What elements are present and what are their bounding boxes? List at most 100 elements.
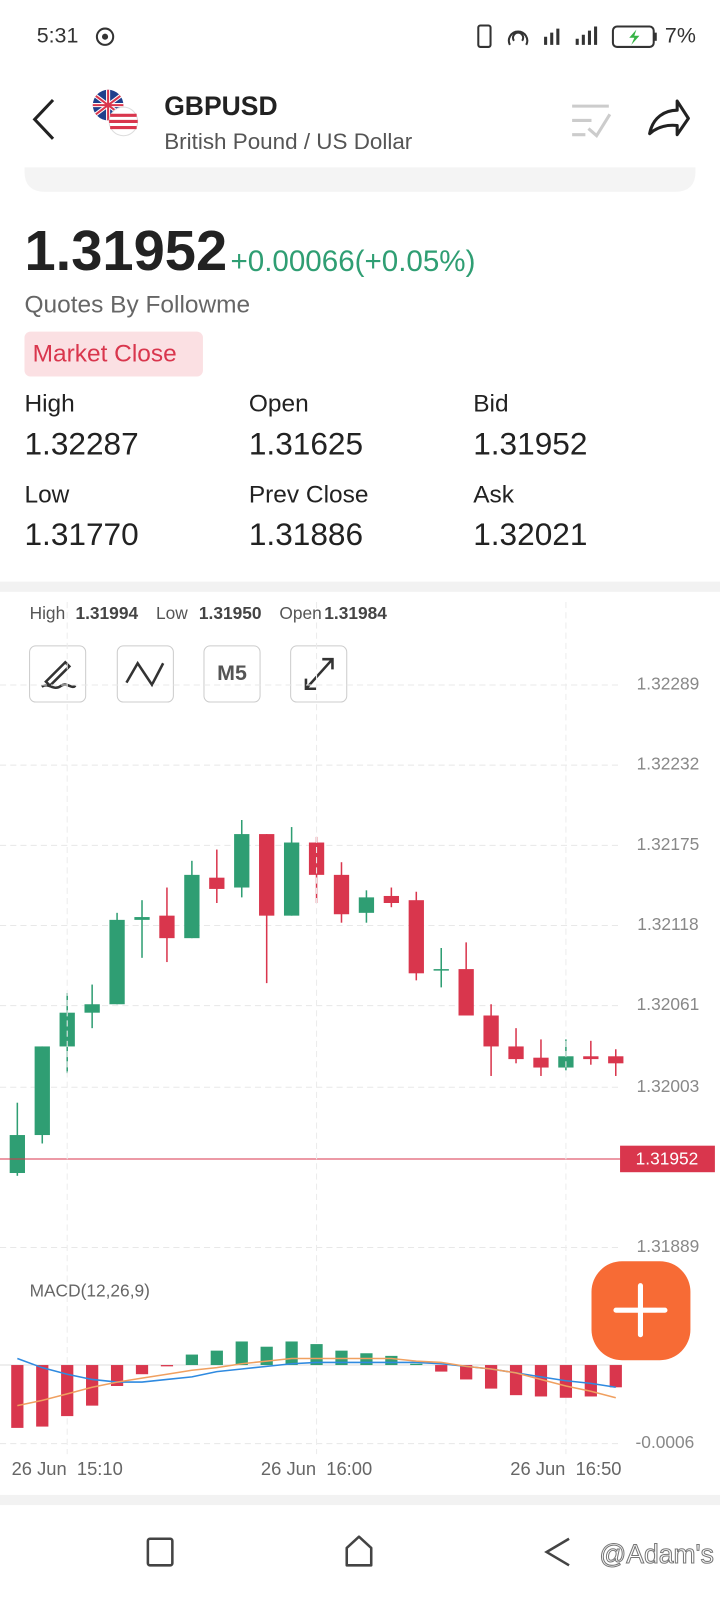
stat-value: 1.32021 [473,516,587,552]
watchlist-button[interactable] [572,104,612,139]
stat-label: Bid [473,391,508,418]
draw-tool-button[interactable] [29,645,87,703]
candle-body [533,1057,549,1068]
macd-bar [310,1344,323,1366]
y-tick-label: 1.31889 [637,1236,700,1256]
battery-icon [653,32,657,41]
candle-body [234,834,250,888]
y-tick-label: 1.32289 [637,674,700,694]
candle-body [9,1135,25,1174]
macd-bar [410,1363,423,1366]
macd-bar [61,1365,74,1417]
info-label: Low [156,603,188,623]
share-button[interactable] [648,99,690,137]
market-status: Market Close [33,341,177,368]
candle-body [458,969,474,1016]
candle-body [608,1056,624,1064]
macd-bar [160,1365,174,1367]
candle-body [333,874,350,915]
candle-body [358,897,375,913]
stat-label: Open [249,391,309,418]
nav-home[interactable] [345,1535,373,1567]
period-label: M5 [217,661,247,685]
candle-body [433,969,449,971]
quote-source: Quotes By Followme [24,292,250,319]
candle-body [184,874,200,939]
status-icon [101,33,109,40]
macd-bar [509,1365,523,1396]
stat-label: Ask [473,481,515,508]
candle-body [383,895,400,903]
back-button[interactable] [32,98,55,140]
candle-body [109,919,125,1005]
y-tick-label: 1.32003 [637,1076,700,1096]
info-label: Open [279,603,321,623]
info-value: 1.31994 [75,603,138,623]
price-change: +0.00066(+0.05%) [230,245,475,278]
macd-bar [484,1365,498,1389]
y-tick-label: 1.32175 [637,834,700,854]
y-tick-label: -0.0006 [636,1432,695,1452]
stat-value: 1.31952 [473,425,587,461]
x-tick-label: 26 Jun 15:10 [12,1458,123,1479]
macd-bar [210,1350,223,1366]
candle-body [583,1056,599,1060]
macd-bar [235,1341,248,1366]
banner-card [24,167,696,192]
period-button[interactable] [203,645,261,703]
info-value: 1.31984 [324,603,387,623]
x-tick-label: 26 Jun 16:00 [261,1458,372,1479]
y-tick-label: 1.32061 [637,994,700,1014]
status-icon [477,24,492,48]
last-price-tag [620,1145,715,1173]
candle-body [34,1046,50,1136]
y-tick-label: 1.32232 [637,754,700,774]
symbol-name: British Pound / US Dollar [164,129,413,154]
candle-body [159,915,175,939]
candle-body [84,1004,100,1013]
macd-bar [36,1365,49,1427]
macd-bar [435,1365,448,1372]
separator [0,581,720,592]
macd-bar [460,1365,473,1380]
fullscreen-icon [304,657,334,691]
status-icon [507,30,529,46]
macd-bar [135,1365,149,1375]
stat-label: Prev Close [249,481,369,508]
nav-back[interactable] [544,1537,570,1567]
indicator-icon [125,660,165,688]
status-time: 5:31 [37,23,79,47]
macd-bar [11,1365,24,1428]
macd-bar [110,1365,124,1386]
watermark: @Adam's [599,1539,713,1569]
market-status-badge [24,331,203,377]
y-tick-label: 1.32118 [637,914,698,934]
macd-bar [609,1365,622,1388]
ohlc-info: High 1.31994 Low 1.31950 Open 1.31984 [30,603,388,623]
stat-value: 1.32287 [24,425,138,461]
x-tick-label: 26 Jun 16:50 [510,1458,621,1479]
flag-us [109,113,138,130]
stat-label: Low [24,481,69,508]
macd-bar [385,1355,398,1366]
price: 1.31952 [24,219,227,282]
last-price-label: 1.31952 [636,1149,699,1169]
status-battery: 7% [665,23,696,47]
macd-bar [584,1365,597,1397]
add-icon [613,1283,668,1338]
flag-gb [92,89,124,121]
info-value: 1.31950 [199,603,262,623]
candle-body [259,834,275,916]
signal-icon [544,26,598,45]
candle-body [408,900,424,974]
macd-bar [86,1365,99,1406]
status-icon [95,27,115,46]
candle-body [483,1015,499,1047]
stat-value: 1.31625 [249,425,363,461]
candle-body [59,1012,75,1047]
stats-grid: High 1.32287 Open 1.31625 Bid 1.31952 Low 1.317… [24,391,587,553]
stat-value: 1.31886 [249,516,363,552]
nav-recent[interactable] [146,1537,174,1567]
macd-bar [534,1365,548,1397]
